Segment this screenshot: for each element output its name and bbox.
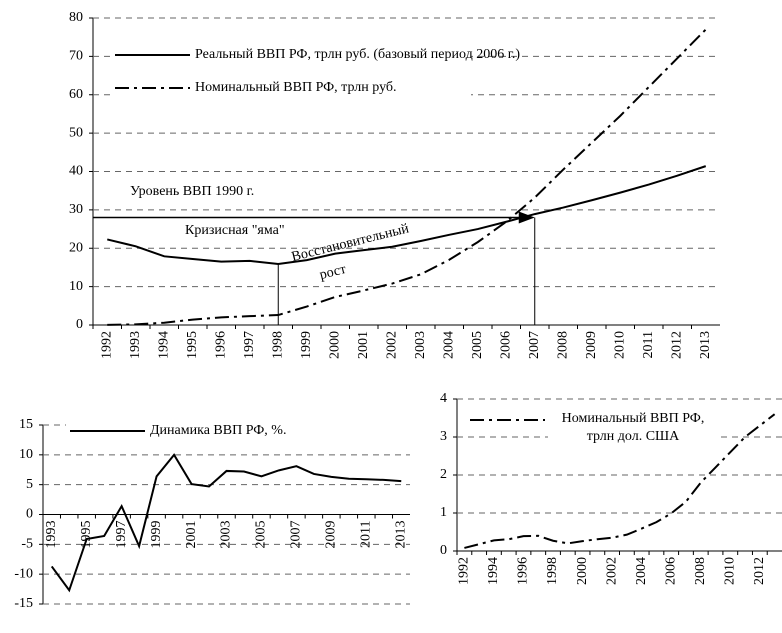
y-tick-label: 5 [26,477,33,492]
y-tick-label: 4 [440,391,447,406]
y-tick-label: -15 [14,596,33,611]
y-tick-label: 3 [440,429,447,444]
x-tick-label: 1996 [213,331,228,359]
y-tick-label: 0 [76,317,83,332]
x-tick-label: 1993 [44,521,59,549]
x-tick-label: 2006 [498,331,513,359]
x-tick-label: 1996 [516,557,531,585]
series-line [107,28,707,326]
y-tick-label: 70 [69,49,83,64]
series-line [464,413,776,549]
arrow-head [518,211,535,224]
x-tick-label: 1998 [545,557,560,585]
x-tick-label: 2005 [470,331,485,359]
annotation: Уровень ВВП 1990 г. [130,184,254,199]
legend-label: Номинальный ВВП РФ, трлн руб. [195,80,397,95]
x-tick-label: 1999 [299,331,314,359]
y-tick-label: 80 [69,10,83,25]
legend-label: Реальный ВВП РФ, трлн руб. (базовый пери… [195,47,520,62]
y-tick-label: 2 [440,467,447,482]
x-tick-label: 2011 [641,331,656,358]
x-tick-label: 1994 [486,557,501,585]
x-tick-label: 2012 [752,557,767,585]
x-tick-label: 2005 [254,521,269,549]
x-tick-label: 2010 [612,331,627,359]
x-tick-label: 2000 [327,331,342,359]
x-tick-label: 2002 [384,331,399,359]
annotation: рост [318,262,348,283]
x-tick-label: 1999 [149,521,164,549]
legend-bg [111,45,471,65]
x-tick-label: 2007 [289,521,304,549]
series-line [107,165,707,265]
legend-bg [66,421,426,441]
y-tick-label: 0 [26,507,33,522]
y-tick-label: 10 [19,447,33,462]
y-tick-label: 20 [69,240,83,255]
x-tick-label: 2012 [669,331,684,359]
y-tick-label: 40 [69,164,83,179]
x-tick-label: 1992 [99,331,114,359]
x-tick-label: 2006 [663,557,678,585]
x-tick-label: 2001 [184,521,199,549]
x-tick-label: 2013 [698,331,713,359]
annotation: Кризисная "яма" [185,223,285,238]
x-tick-label: 1997 [114,521,129,549]
legend-bg [111,78,471,98]
y-tick-label: 1 [440,505,447,520]
y-tick-label: -5 [21,537,33,552]
x-tick-label: 2008 [693,557,708,585]
x-tick-label: 2011 [359,521,374,548]
x-tick-label: 1998 [270,331,285,359]
x-tick-label: 1992 [457,557,472,585]
x-tick-label: 2000 [575,557,590,585]
x-tick-label: 2007 [527,331,542,359]
y-tick-label: 10 [69,279,83,294]
x-tick-label: 2010 [723,557,738,585]
x-tick-label: 1994 [156,331,171,359]
x-tick-label: 2004 [441,331,456,359]
x-tick-label: 2009 [324,521,339,549]
annotation: Восстановительный [290,221,411,265]
y-tick-label: 0 [440,543,447,558]
y-tick-label: -10 [14,566,33,581]
x-tick-label: 2004 [634,557,649,585]
legend-label: Динамика ВВП РФ, %. [150,423,286,438]
x-tick-label: 2008 [555,331,570,359]
x-tick-label: 1997 [242,331,257,359]
x-tick-label: 1995 [79,521,94,549]
x-tick-label: 2013 [393,521,408,549]
x-tick-label: 2009 [584,331,599,359]
y-tick-label: 50 [69,125,83,140]
x-tick-label: 2003 [413,331,428,359]
x-tick-label: 2002 [604,557,619,585]
y-tick-label: 15 [19,417,33,432]
series-line [50,453,402,593]
x-tick-label: 2003 [219,521,234,549]
y-tick-label: 60 [69,87,83,102]
x-tick-label: 2001 [356,331,371,359]
y-tick-label: 30 [69,202,83,217]
legend-label: Номинальный ВВП РФ, трлн дол. США [548,410,718,446]
x-tick-label: 1995 [185,331,200,359]
x-tick-label: 1993 [128,331,143,359]
